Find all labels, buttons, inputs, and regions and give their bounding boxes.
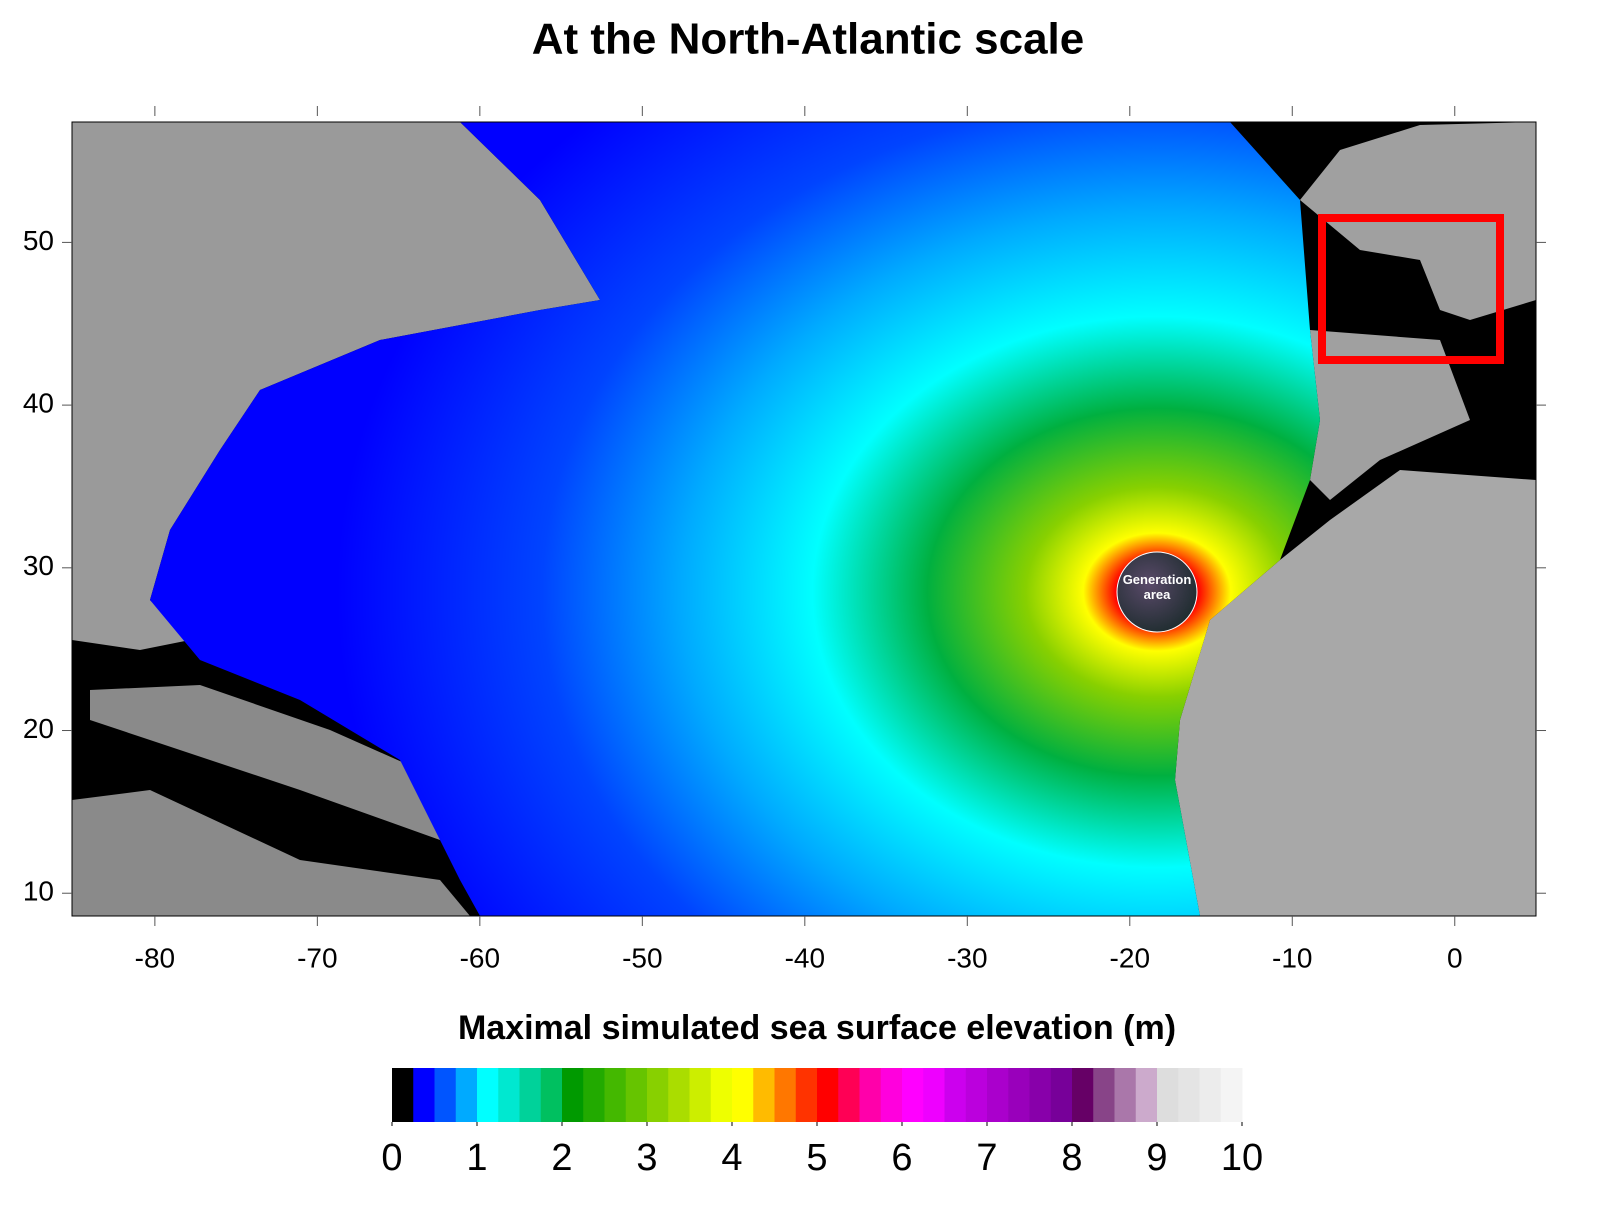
colorbar-cell xyxy=(732,1068,754,1122)
colorbar-cell xyxy=(647,1068,669,1122)
colorbar-cell xyxy=(392,1068,414,1122)
colorbar-cell xyxy=(477,1068,499,1122)
colorbar-cell xyxy=(562,1068,584,1122)
land-south-america xyxy=(72,790,470,916)
colorbar-cell xyxy=(413,1068,435,1122)
x-tick-label: -20 xyxy=(1110,942,1150,973)
colorbar-cell xyxy=(795,1068,818,1122)
colorbar-cell xyxy=(1114,1068,1137,1122)
colorbar-cell xyxy=(1157,1068,1179,1122)
land-iberia xyxy=(1310,330,1470,500)
x-tick-label: -30 xyxy=(947,942,987,973)
colorbar-cell xyxy=(1220,1068,1243,1122)
colorbar-title: Maximal simulated sea surface elevation … xyxy=(458,1009,1176,1047)
colorbar-cell xyxy=(540,1068,563,1122)
annotation: Generation area xyxy=(1122,572,1192,602)
colorbar-tick-label: 1 xyxy=(466,1137,487,1179)
y-tick-label: 50 xyxy=(23,225,54,256)
map-frame xyxy=(71,121,1537,917)
colorbar-cell xyxy=(774,1068,797,1122)
colorbar-cell xyxy=(753,1068,775,1122)
colorbar-tick-label: 6 xyxy=(891,1137,912,1179)
colorbar-tick-label: 2 xyxy=(551,1137,572,1179)
colorbar-cell xyxy=(583,1068,605,1122)
colorbar-cell xyxy=(1008,1068,1030,1122)
colorbar-cell xyxy=(965,1068,988,1122)
colorbar-cell xyxy=(838,1068,860,1122)
highlight-box xyxy=(1318,214,1504,364)
colorbar-tick-label: 9 xyxy=(1146,1137,1167,1179)
y-tick-label: 10 xyxy=(23,876,54,907)
colorbar-tick-label: 10 xyxy=(1221,1137,1263,1179)
colorbar-cell xyxy=(1029,1068,1052,1122)
y-tick-label: 40 xyxy=(23,387,54,418)
colorbar-cell xyxy=(987,1068,1009,1122)
colorbar-cell xyxy=(604,1068,627,1122)
x-tick-label: -50 xyxy=(622,942,662,973)
colorbar-cell xyxy=(668,1068,690,1122)
colorbar-tick-label: 3 xyxy=(636,1137,657,1179)
colorbar-cell xyxy=(859,1068,882,1122)
colorbar-cell xyxy=(1093,1068,1115,1122)
y-tick-label: 20 xyxy=(23,713,54,744)
colorbar-tick-label: 7 xyxy=(976,1137,997,1179)
colorbar-cell xyxy=(944,1068,967,1122)
colorbar-cell xyxy=(455,1068,478,1122)
x-tick-label: -60 xyxy=(460,942,500,973)
map xyxy=(71,121,1537,917)
ocean xyxy=(150,122,1320,916)
colorbar-cell xyxy=(902,1068,924,1122)
colorbar-cell xyxy=(1135,1068,1158,1122)
x-tick-label: -40 xyxy=(785,942,825,973)
x-tick-label: 0 xyxy=(1447,942,1463,973)
colorbar-cell xyxy=(434,1068,457,1122)
land-caribbean xyxy=(90,685,460,840)
colorbar-cell xyxy=(498,1068,520,1122)
colorbar-cell xyxy=(625,1068,648,1122)
colorbar-cell xyxy=(519,1068,542,1122)
title: At the North-Atlantic scale xyxy=(532,15,1085,64)
colorbar-cell xyxy=(1072,1068,1094,1122)
y-tick-label: 30 xyxy=(23,550,54,581)
colorbar-cell xyxy=(1050,1068,1073,1122)
colorbar-cell xyxy=(1178,1068,1200,1122)
colorbar-cell xyxy=(923,1068,945,1122)
x-tick-label: -70 xyxy=(297,942,337,973)
colorbar-tick-label: 5 xyxy=(806,1137,827,1179)
colorbar-cell xyxy=(689,1068,712,1122)
colorbar-cell xyxy=(710,1068,733,1122)
colorbar-cell xyxy=(880,1068,903,1122)
land-africa xyxy=(1175,470,1536,916)
colorbar-cell xyxy=(1199,1068,1222,1122)
colorbar-cell xyxy=(817,1068,839,1122)
x-tick-label: -10 xyxy=(1272,942,1312,973)
colorbar-tick-label: 8 xyxy=(1061,1137,1082,1179)
x-tick-label: -80 xyxy=(135,942,175,973)
colorbar-tick-label: 4 xyxy=(721,1137,742,1179)
generation-area xyxy=(1116,551,1198,633)
land-north-america xyxy=(72,122,600,650)
colorbar-tick-label: 0 xyxy=(381,1137,402,1179)
